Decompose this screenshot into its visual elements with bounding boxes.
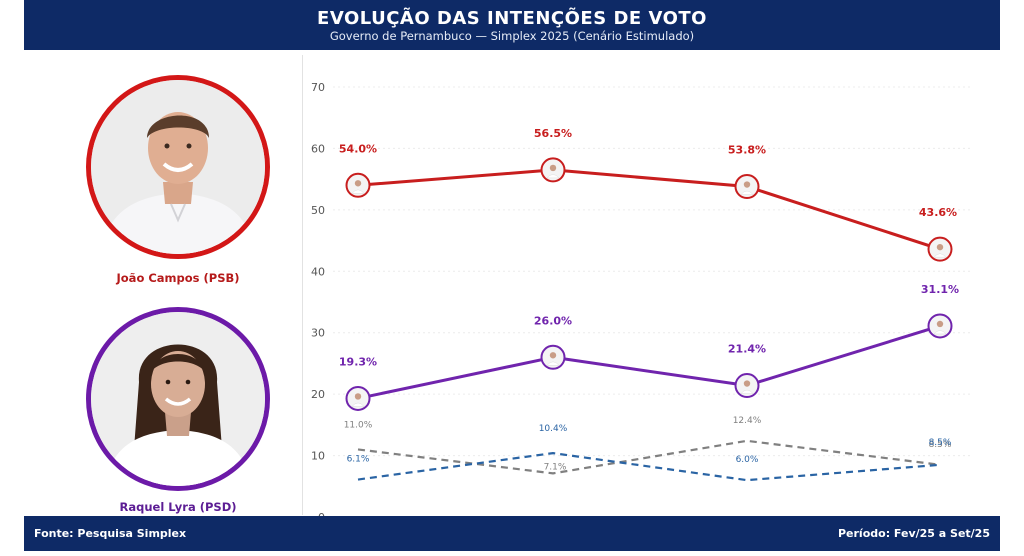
data-point-body: [740, 389, 754, 394]
data-point-face: [549, 164, 557, 172]
data-label: 53.8%: [728, 144, 766, 157]
data-label: 12.4%: [733, 416, 762, 426]
y-tick-label: 70: [311, 81, 325, 94]
data-point-body: [351, 402, 365, 407]
candidate-portrait-joao-campos: [86, 75, 270, 259]
series-line: [357, 439, 941, 475]
chart-subtitle: Governo de Pernambuco — Simplex 2025 (Ce…: [329, 29, 695, 43]
data-label: 26.0%: [534, 314, 572, 327]
data-label: 54.0%: [339, 142, 377, 155]
data-point-body: [740, 190, 754, 195]
data-label: 8.5%: [929, 438, 952, 448]
series-line: [357, 452, 941, 482]
candidate-portrait-raquel-lyra: [86, 307, 270, 491]
data-point-face: [354, 393, 362, 400]
man-portrait-icon: [91, 80, 265, 254]
y-tick-label: 40: [311, 265, 325, 278]
chart-title: EVOLUÇÃO DAS INTENÇÕES DE VOTO: [317, 8, 707, 29]
chart-header: EVOLUÇÃO DAS INTENÇÕES DE VOTO Governo d…: [24, 0, 1000, 50]
source-note: Fonte: Pesquisa Simplex: [34, 527, 187, 540]
y-tick-label: 10: [311, 450, 325, 463]
y-tick-label: 60: [311, 142, 325, 155]
y-tick-label: 50: [311, 204, 325, 217]
data-point-face: [936, 320, 944, 328]
data-point-body: [933, 253, 947, 258]
data-point-face: [743, 181, 751, 188]
data-point-body: [546, 174, 560, 179]
data-label: 6.0%: [736, 455, 759, 465]
series-line: [357, 324, 941, 400]
data-label: 31.1%: [921, 283, 959, 296]
data-point-body: [351, 189, 365, 194]
series-line: [357, 168, 941, 251]
candidate-name-raquel-lyra: Raquel Lyra (PSD): [119, 500, 237, 514]
data-label: 21.4%: [728, 343, 766, 356]
y-tick-label: 0: [318, 511, 325, 516]
data-label: 11.0%: [344, 420, 373, 430]
data-label: 43.6%: [919, 206, 957, 219]
period-note: Período: Fev/25 a Set/25: [837, 527, 990, 540]
y-tick-label: 20: [311, 388, 325, 401]
data-point-body: [546, 361, 560, 366]
data-point-face: [743, 380, 751, 387]
y-tick-label: 30: [311, 327, 325, 340]
woman-portrait-icon: [91, 312, 265, 486]
data-label: 7.1%: [544, 462, 567, 472]
data-point-face: [354, 180, 362, 187]
data-label: 19.3%: [339, 355, 377, 368]
data-label: 8.5%: [929, 440, 952, 450]
candidate-name-joao-campos: João Campos (PSB): [116, 271, 240, 285]
chart-footer: Fonte: Pesquisa Simplex Período: Fev/25 …: [24, 516, 1000, 551]
data-label: 6.1%: [347, 455, 370, 465]
data-point-face: [549, 352, 557, 359]
data-label: 56.5%: [534, 127, 572, 140]
data-point-face: [936, 243, 944, 251]
data-label: 10.4%: [539, 424, 568, 434]
line-chart: 010203040506070Fev/25Abr/25Jun/25Set/255…: [311, 81, 971, 516]
panel-divider: [302, 55, 303, 515]
data-point-body: [933, 330, 947, 335]
